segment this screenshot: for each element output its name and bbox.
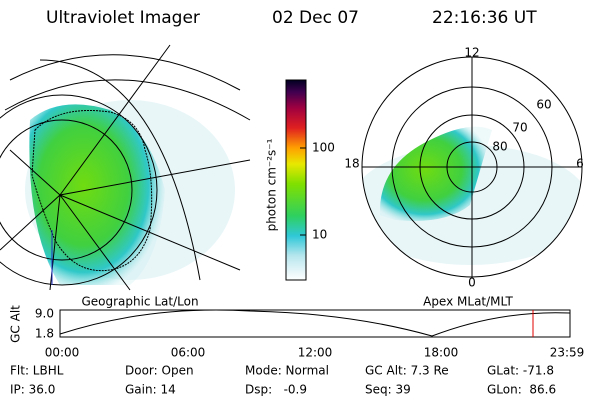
polar-panel: 12 18 6 0 60 70 80 Apex MLat/MLT xyxy=(344,46,584,309)
header: Ultraviolet Imager 02 Dec 07 22:16:36 UT xyxy=(46,8,537,28)
right-caption: Apex MLat/MLT xyxy=(423,295,513,309)
colorbar-scale xyxy=(285,79,307,281)
alt-axis-label: GC Alt xyxy=(9,305,23,343)
mlt-label: 18 xyxy=(344,157,359,171)
lat-label: 60 xyxy=(536,98,551,112)
info-field: IP: 36.0 xyxy=(10,383,55,397)
info-field: GLat: -71.8 xyxy=(487,364,554,378)
alt-x-label: 12:00 xyxy=(298,346,333,360)
info-field: Gain: 14 xyxy=(125,383,176,397)
alt-curve xyxy=(59,309,571,337)
alt-x-label: 18:00 xyxy=(424,346,459,360)
time: 22:16:36 UT xyxy=(432,8,537,28)
info-field: GLon: 86.6 xyxy=(487,383,556,397)
colorbar: 100 10 photon cm⁻²s⁻¹ xyxy=(265,79,335,281)
date: 02 Dec 07 xyxy=(272,8,359,28)
info-field: Door: Open xyxy=(125,364,194,378)
info-field: Dsp: -0.9 xyxy=(245,383,307,397)
left-caption: Geographic Lat/Lon xyxy=(81,295,198,309)
mlt-label: 6 xyxy=(576,157,584,171)
info-field: Flt: LBHL xyxy=(10,364,64,378)
alt-x-label: 06:00 xyxy=(171,346,206,360)
mlt-label: 0 xyxy=(468,276,476,290)
alt-y-label: 1.8 xyxy=(35,327,54,341)
alt-x-label: 00:00 xyxy=(45,346,80,360)
cb-tick-label: 100 xyxy=(312,141,335,155)
lat-label: 70 xyxy=(512,121,527,135)
lat-label: 80 xyxy=(492,140,507,154)
geographic-panel: Geographic Lat/Lon xyxy=(0,44,251,309)
geo-circle xyxy=(0,119,133,261)
geo-grid xyxy=(0,44,251,291)
info-panel: Flt: LBHL Door: Open Mode: Normal GC Alt: 7… xyxy=(10,364,556,397)
alt-frame xyxy=(59,309,571,338)
alt-y-label: 9.0 xyxy=(35,307,54,321)
alt-x-label: 23:59 xyxy=(550,346,585,360)
aurora-image xyxy=(29,104,165,285)
coastline xyxy=(31,109,153,272)
mlt-label: 12 xyxy=(464,46,479,60)
info-field: Mode: Normal xyxy=(245,364,329,378)
geo-circle xyxy=(0,94,158,286)
aurora-image xyxy=(379,126,492,221)
cb-label: photon cm⁻²s⁻¹ xyxy=(265,138,279,231)
info-field: GC Alt: 7.3 Re xyxy=(365,364,449,378)
cb-tick-label: 10 xyxy=(312,228,327,242)
info-field: Seq: 39 xyxy=(365,383,411,397)
title: Ultraviolet Imager xyxy=(46,8,200,28)
altitude-plot: GC Alt 9.0 1.8 00:00 06:00 12:00 18:00 2… xyxy=(9,305,585,360)
